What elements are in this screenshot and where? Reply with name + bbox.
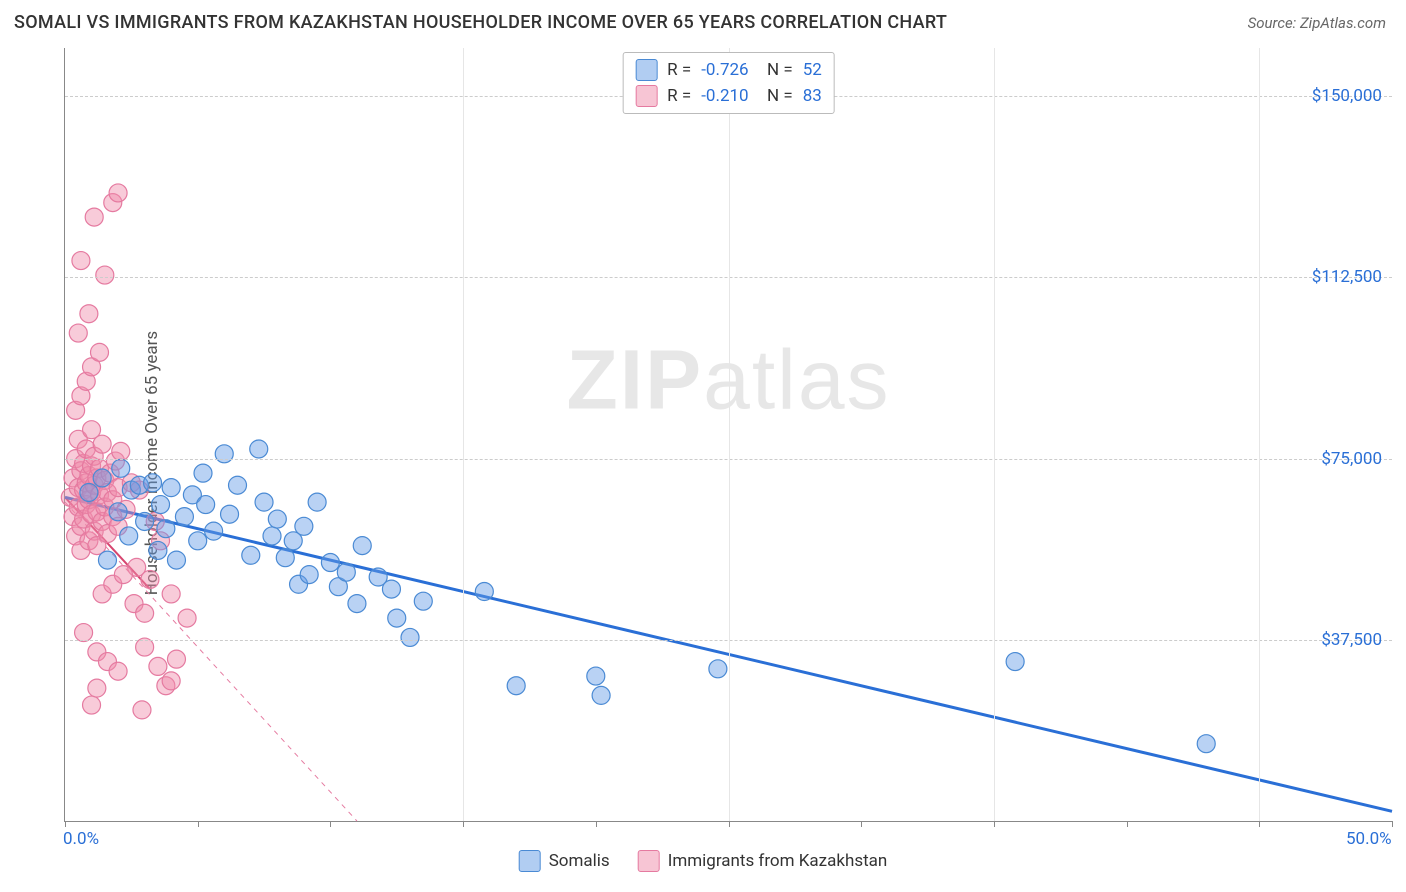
series-legend: Somalis Immigrants from Kazakhstan bbox=[519, 850, 888, 872]
swatch-pink-icon bbox=[638, 850, 660, 872]
y-tick-label: $37,500 bbox=[1321, 630, 1382, 650]
chart-container: Householder Income Over 65 years ZIPatla… bbox=[14, 48, 1392, 878]
legend-row-kazakhstan: R = -0.210 N = 83 bbox=[635, 83, 822, 109]
n-value-somalis: 52 bbox=[803, 60, 822, 80]
y-tick-label: $112,500 bbox=[1312, 267, 1382, 287]
swatch-blue-icon bbox=[519, 850, 541, 872]
legend-row-somalis: R = -0.726 N = 52 bbox=[635, 57, 822, 83]
x-tick-label: 0.0% bbox=[63, 829, 99, 849]
y-tick-label: $75,000 bbox=[1321, 449, 1382, 469]
legend-item-somalis: Somalis bbox=[519, 850, 610, 872]
swatch-pink-icon bbox=[635, 85, 657, 107]
plot-area: ZIPatlas R = -0.726 N = 52 R = -0.210 N … bbox=[64, 48, 1392, 822]
r-value-somalis: -0.726 bbox=[701, 60, 748, 80]
swatch-blue-icon bbox=[635, 59, 657, 81]
source-attribution: Source: ZipAtlas.com bbox=[1248, 14, 1386, 32]
legend-label-somalis: Somalis bbox=[549, 851, 610, 871]
y-tick-label: $150,000 bbox=[1312, 86, 1382, 106]
x-tick-label: 50.0% bbox=[1346, 829, 1392, 849]
legend-item-kazakhstan: Immigrants from Kazakhstan bbox=[638, 850, 888, 872]
legend-label-kazakhstan: Immigrants from Kazakhstan bbox=[668, 851, 888, 871]
chart-title: SOMALI VS IMMIGRANTS FROM KAZAKHSTAN HOU… bbox=[14, 12, 947, 33]
r-value-kazakhstan: -0.210 bbox=[701, 86, 748, 106]
correlation-legend: R = -0.726 N = 52 R = -0.210 N = 83 bbox=[622, 52, 835, 114]
n-value-kazakhstan: 83 bbox=[803, 86, 822, 106]
